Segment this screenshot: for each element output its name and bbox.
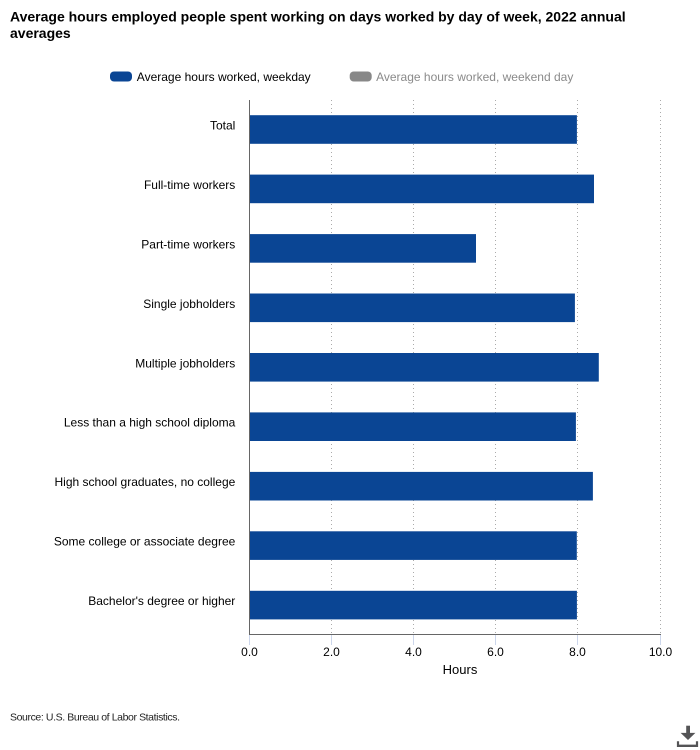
svg-text:Source: U.S. Bureau of Labor S: Source: U.S. Bureau of Labor Statistics. [10, 712, 180, 724]
svg-text:4.0: 4.0 [405, 645, 422, 659]
svg-text:Average hours worked, weekend: Average hours worked, weekend day [376, 70, 573, 84]
svg-text:10.0: 10.0 [649, 645, 673, 659]
svg-text:Part-time workers: Part-time workers [141, 237, 235, 251]
svg-text:Hours: Hours [443, 662, 478, 677]
svg-text:Less than a high school diplom: Less than a high school diploma [64, 416, 236, 430]
svg-text:Multiple jobholders: Multiple jobholders [135, 356, 235, 370]
svg-text:2.0: 2.0 [323, 645, 340, 659]
svg-text:Bachelor's degree or higher: Bachelor's degree or higher [88, 594, 235, 608]
svg-text:Single jobholders: Single jobholders [143, 297, 235, 311]
svg-text:Some college or associate degr: Some college or associate degree [54, 535, 236, 549]
svg-text:averages: averages [10, 25, 71, 41]
svg-text:0.0: 0.0 [241, 645, 258, 659]
svg-text:High school graduates, no coll: High school graduates, no college [55, 475, 236, 489]
svg-text:8.0: 8.0 [569, 645, 586, 659]
svg-text:Average hours worked, weekday: Average hours worked, weekday [137, 70, 311, 84]
svg-text:Full-time workers: Full-time workers [144, 178, 235, 192]
svg-text:Average hours employed people: Average hours employed people spent work… [10, 8, 626, 24]
svg-text:Total: Total [210, 119, 235, 133]
svg-text:6.0: 6.0 [487, 645, 504, 659]
